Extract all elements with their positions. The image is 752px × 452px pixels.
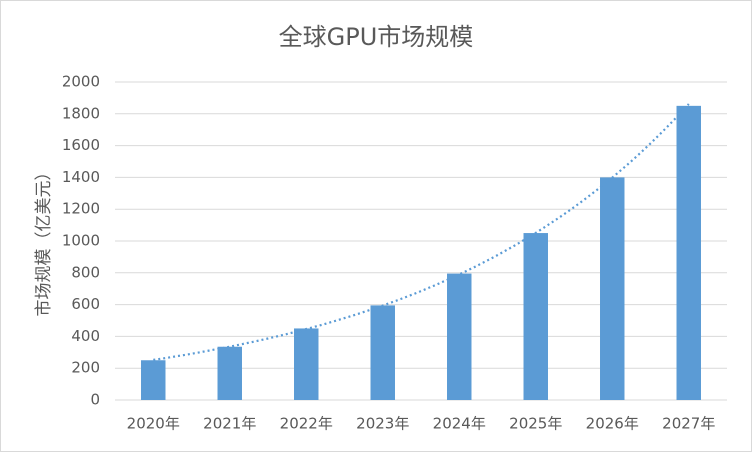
bar (370, 305, 395, 400)
x-tick-label: 2024年 (433, 415, 486, 433)
bar (676, 105, 701, 400)
bar (523, 233, 548, 400)
chart-title: 全球GPU市场规模 (279, 23, 474, 51)
trendline (153, 103, 690, 361)
x-tick-label: 2022年 (280, 415, 333, 433)
y-axis-label: 市场规模（亿美元） (34, 164, 54, 317)
y-tick-label: 600 (71, 295, 100, 313)
bar (294, 328, 319, 400)
y-tick-label: 2000 (62, 73, 100, 91)
y-tick-label: 1800 (62, 104, 100, 122)
y-tick-label: 400 (71, 327, 100, 345)
bar (141, 360, 166, 400)
x-tick-label: 2027年 (662, 415, 715, 433)
bar (600, 177, 625, 400)
x-tick-label: 2023年 (356, 415, 409, 433)
x-tick-label: 2025年 (509, 415, 562, 433)
y-tick-label: 1200 (62, 200, 100, 218)
x-tick-label: 2026年 (586, 415, 639, 433)
x-tick-label: 2021年 (203, 415, 256, 433)
y-tick-label: 800 (71, 263, 100, 281)
x-tick-label: 2020年 (127, 415, 180, 433)
y-tick-label: 1000 (62, 232, 100, 250)
y-tick-label: 1600 (62, 136, 100, 154)
y-tick-label: 1400 (62, 168, 100, 186)
y-tick-label: 0 (90, 391, 100, 409)
y-tick-label: 200 (71, 359, 100, 377)
bar (447, 273, 472, 400)
bar (217, 346, 242, 400)
